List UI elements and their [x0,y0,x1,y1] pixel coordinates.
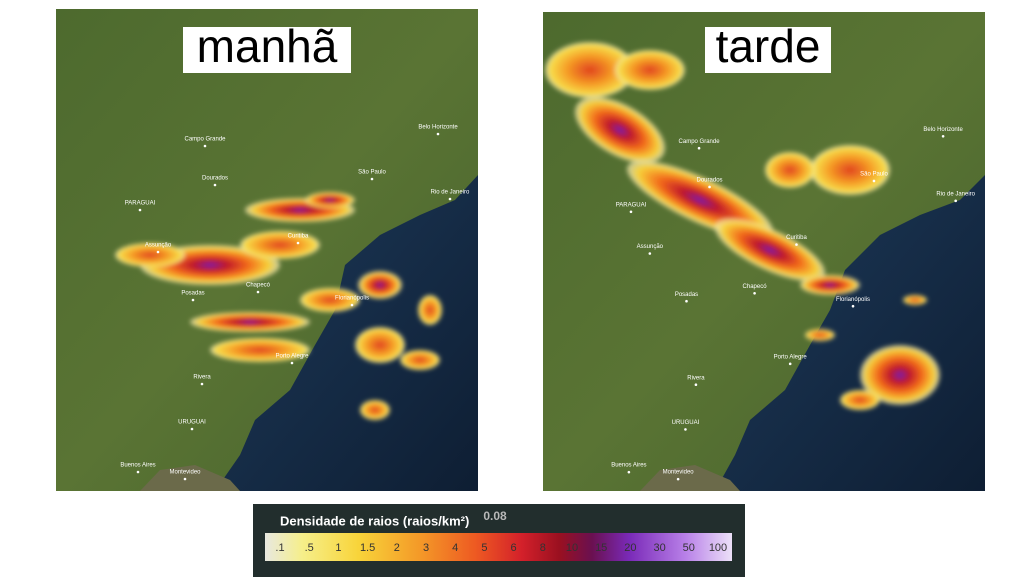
place-label: Rio de Janeiro [936,191,975,197]
place-dot [190,427,194,431]
legend-tick-label: 3 [423,542,429,554]
place-dot [136,470,140,474]
color-bar [265,533,732,561]
place-dot [676,477,680,481]
legend-tick-label: .1 [275,542,284,554]
place-dot [296,241,300,245]
place-dot [795,243,798,246]
place-label: Rivera [687,375,705,381]
place-dot [694,383,698,387]
place-dot [627,470,631,474]
place-label: Rio de Janeiro [431,190,470,196]
legend-tick-label: 2 [394,542,400,554]
place-dot [191,298,195,302]
legend-tick-label: 4 [452,542,458,554]
title-box [183,27,351,73]
place-label: São Paulo [860,172,888,178]
place-label: São Paulo [358,170,386,176]
place-dot [684,428,687,431]
place-dot [370,177,374,181]
legend-tick-label: 100 [709,542,727,554]
legend-tick-label: 1 [335,542,341,554]
place-label: Montevideo [663,470,695,476]
legend-tick-label: 20 [624,542,636,554]
place-dot [448,197,452,201]
place-label: Posadas [181,291,204,297]
place-dot [851,304,855,308]
place-dot [138,208,142,212]
title-box [705,27,831,73]
place-label: Curitiba [786,235,807,241]
place-label: Assunção [145,243,172,249]
place-dot [256,290,260,294]
place-dot [941,134,945,138]
place-label: Rivera [193,375,211,381]
place-label: Chapecó [246,283,271,289]
place-dot [954,199,957,203]
place-label: PARAGUAI [616,202,647,208]
map-right [543,12,985,491]
place-dot [872,179,876,183]
place-label: Curitiba [288,234,309,240]
lightning-left [115,192,442,420]
legend: 0.08 Densidade de raios (raios/km²) [253,504,745,577]
panel-title: manhã [197,20,338,72]
place-label: Porto Alegre [774,354,808,360]
place-dot [648,252,652,255]
place-label: Montevideo [169,470,201,476]
place-dot [788,362,792,366]
legend-tick-label: .5 [305,542,314,554]
place-dot [685,299,688,303]
place-label: Assunção [637,244,664,250]
place-dot [213,183,217,187]
background-value: 0.08 [483,509,507,523]
map-left [56,9,478,491]
place-label: Campo Grande [679,139,721,145]
place-dot [203,144,207,148]
legend-tick-label: 8 [540,542,546,554]
legend-tick-label: 5 [481,542,487,554]
place-label: Chapecó [743,284,768,290]
place-labels: PARAGUAI Campo Grande Dourados Assunção Posa… [120,125,976,481]
legend-tick-label: 1.5 [360,542,375,554]
place-label: URUGUAI [672,420,700,426]
place-label: Florianópolis [335,296,369,302]
legend-tick-label: 10 [566,542,578,554]
place-dot [629,210,633,214]
place-dot [708,185,711,189]
place-label: Campo Grande [184,137,226,143]
place-label: Porto Alegre [275,354,309,360]
place-label: Buenos Aires [120,463,155,469]
legend-tick-label: 15 [595,542,607,554]
place-dot [350,303,354,307]
place-label: URUGUAI [178,420,206,426]
place-label: Posadas [675,292,698,298]
place-label: Dourados [697,178,723,184]
panel-title: tarde [716,20,821,72]
place-dot [697,146,701,150]
legend-tick-label: 6 [511,542,517,554]
legend-title: Densidade de raios (raios/km²) [280,513,469,528]
place-dot [183,477,187,481]
place-label: PARAGUAI [125,201,156,207]
place-dot [200,382,204,386]
place-label: Buenos Aires [611,463,646,469]
place-label: Dourados [202,176,228,182]
place-label: Florianópolis [836,297,870,303]
place-dot [436,132,440,136]
legend-tick-label: 50 [683,542,695,554]
place-dot [156,250,160,254]
place-label: Belo Horizonte [418,125,458,131]
lightning-right [545,42,940,410]
place-dot [753,291,756,295]
place-dot [290,361,294,365]
place-label: Belo Horizonte [923,127,963,133]
legend-tick-label: 30 [653,542,665,554]
